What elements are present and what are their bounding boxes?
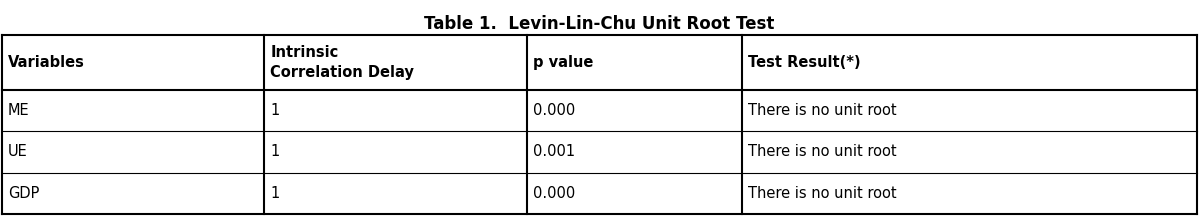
- Text: There is no unit root: There is no unit root: [748, 145, 897, 159]
- Text: ME: ME: [8, 103, 30, 118]
- Text: p value: p value: [532, 55, 594, 70]
- Text: Variables: Variables: [8, 55, 85, 70]
- Text: 1: 1: [270, 186, 279, 201]
- Text: 0.001: 0.001: [532, 145, 574, 159]
- Text: There is no unit root: There is no unit root: [748, 103, 897, 118]
- Text: UE: UE: [8, 145, 28, 159]
- Text: Table 1.  Levin-Lin-Chu Unit Root Test: Table 1. Levin-Lin-Chu Unit Root Test: [424, 15, 775, 33]
- Text: 1: 1: [270, 103, 279, 118]
- Text: 0.000: 0.000: [532, 186, 576, 201]
- Text: GDP: GDP: [8, 186, 40, 201]
- Text: There is no unit root: There is no unit root: [748, 186, 897, 201]
- Text: 0.000: 0.000: [532, 103, 576, 118]
- Text: 1: 1: [270, 145, 279, 159]
- Text: Intrinsic
Correlation Delay: Intrinsic Correlation Delay: [270, 45, 414, 80]
- Text: Test Result(*): Test Result(*): [748, 55, 861, 70]
